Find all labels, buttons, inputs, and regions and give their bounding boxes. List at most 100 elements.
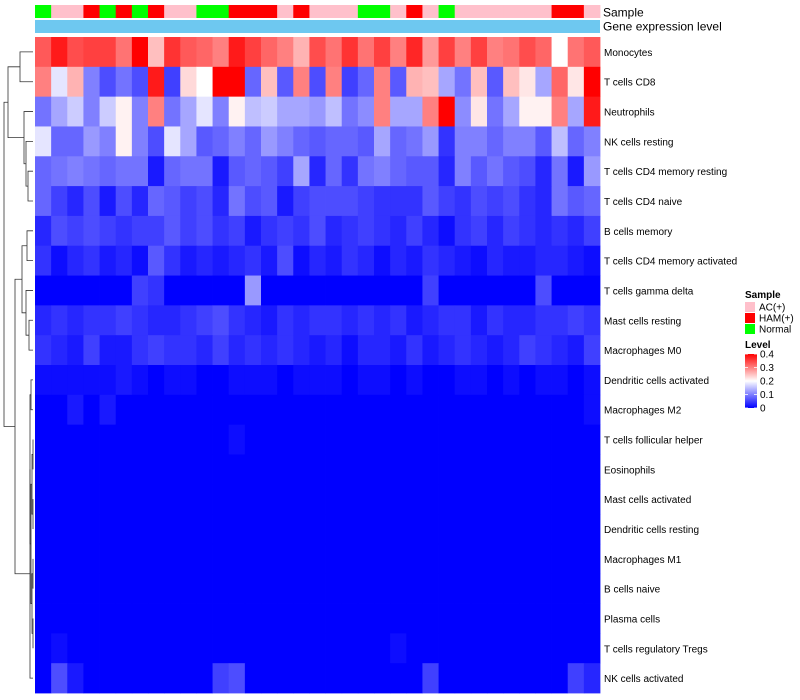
heatmap-cell	[374, 573, 391, 604]
heatmap-cell	[325, 484, 343, 515]
heatmap-cell	[277, 305, 294, 336]
heatmap-cell	[293, 66, 310, 98]
heatmap-cell	[535, 156, 552, 187]
heatmap-cell	[35, 543, 52, 575]
heatmap-cell	[535, 394, 552, 426]
heatmap-cell	[83, 275, 100, 306]
heatmap-cell	[406, 305, 423, 336]
heatmap-cell	[309, 573, 326, 604]
heatmap-cell	[277, 186, 294, 217]
heatmap-cell	[406, 454, 423, 485]
heatmap-cell	[503, 603, 520, 634]
heatmap-cell	[67, 96, 84, 127]
heatmap-cell	[487, 663, 504, 694]
heatmap-cell	[535, 66, 552, 98]
heatmap-cell	[228, 156, 246, 187]
heatmap-cell	[261, 37, 278, 68]
heatmap-cell	[67, 126, 84, 157]
heatmap-cell	[422, 484, 439, 515]
heatmap-cell	[535, 186, 552, 217]
dendrogram-branch	[25, 140, 33, 187]
sample-annotation-cell	[164, 5, 181, 18]
heatmap-cell	[83, 424, 100, 455]
heatmap-cell	[438, 543, 456, 575]
heatmap-cell	[244, 543, 262, 575]
heatmap-cell	[535, 663, 552, 694]
heatmap-cell	[535, 633, 552, 664]
heatmap-cell	[583, 663, 601, 694]
heatmap-cell	[180, 335, 197, 366]
dendrogram-branch	[26, 230, 33, 262]
heatmap-cell	[357, 394, 375, 426]
heatmap-cell	[261, 156, 278, 187]
heatmap-cell	[293, 424, 310, 455]
heatmap-cell	[277, 543, 294, 575]
heatmap-cell	[390, 66, 407, 98]
heatmap-cell	[406, 573, 423, 604]
heatmap-cell	[196, 275, 213, 306]
heatmap-cell	[277, 573, 294, 604]
heatmap-cell	[470, 275, 488, 306]
heatmap-cell	[454, 365, 472, 396]
heatmap-cell	[390, 126, 407, 157]
heatmap-cell	[325, 66, 343, 98]
heatmap-cell	[374, 275, 391, 306]
heatmap-cell	[309, 663, 326, 694]
heatmap-cell	[519, 96, 536, 127]
heatmap-cell	[99, 156, 117, 187]
heatmap-cell	[83, 603, 100, 634]
heatmap-cell	[293, 245, 310, 276]
heatmap-cell	[99, 424, 117, 455]
heatmap-cell	[212, 215, 230, 247]
heatmap-cell	[422, 245, 439, 276]
heatmap-cell	[293, 365, 310, 396]
heatmap-cell	[519, 663, 536, 694]
heatmap-cell	[487, 573, 504, 604]
heatmap-cell	[277, 275, 294, 306]
heatmap-cell	[422, 156, 439, 187]
heatmap-cell	[325, 543, 343, 575]
heatmap-cell	[325, 335, 343, 366]
heatmap-cell	[406, 543, 423, 575]
heatmap-cell	[261, 335, 278, 366]
heatmap-cell	[196, 96, 213, 127]
heatmap-cell	[212, 186, 230, 217]
heatmap-cell	[325, 305, 343, 336]
heatmap-cell	[341, 305, 359, 336]
row-label: T cells follicular helper	[604, 436, 703, 447]
heatmap-cell	[438, 305, 456, 336]
heatmap-cell	[99, 215, 117, 247]
row-label: NK cells resting	[604, 137, 673, 148]
heatmap-cell	[148, 96, 165, 127]
sample-annotation-cell	[438, 5, 456, 18]
heatmap-cell	[325, 215, 343, 247]
heatmap-cell	[341, 335, 359, 366]
heatmap-cell	[583, 126, 601, 157]
legend-label: Normal	[759, 325, 791, 336]
heatmap-cell	[67, 454, 84, 485]
heatmap-cell	[567, 215, 585, 247]
heatmap-cell	[228, 603, 246, 634]
annotation-label-sample: Sample	[603, 6, 644, 20]
dendrogram-branch	[3, 101, 15, 427]
heatmap-cell	[164, 156, 181, 187]
heatmap-cell	[583, 394, 601, 426]
heatmap-cell	[164, 335, 181, 366]
heatmap-cell	[99, 603, 117, 634]
heatmap-cell	[503, 424, 520, 455]
dendrogram-branch	[19, 51, 33, 83]
heatmap-cell	[438, 394, 456, 426]
heatmap-cell	[357, 186, 375, 217]
heatmap-cell	[51, 335, 68, 366]
heatmap-cell	[503, 633, 520, 664]
heatmap-cell	[487, 514, 504, 545]
heatmap-cell	[454, 37, 472, 68]
heatmap-cell	[406, 484, 423, 515]
heatmap-cell	[148, 275, 165, 306]
heatmap-cell	[244, 37, 262, 68]
heatmap-cell	[438, 156, 456, 187]
heatmap-cell	[228, 37, 246, 68]
row-label: T cells CD4 memory activated	[604, 257, 737, 268]
heatmap-cell	[390, 573, 407, 604]
heatmap-cell	[67, 305, 84, 336]
